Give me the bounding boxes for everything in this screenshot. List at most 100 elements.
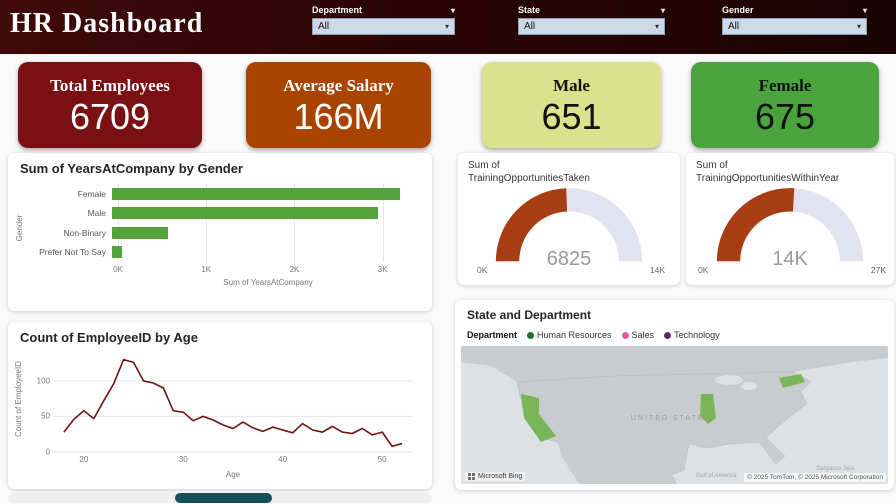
x-tick-label: 20 [79, 455, 89, 464]
bar-grid [118, 184, 418, 262]
filter-state-value: All [524, 21, 536, 32]
kpi-value: 166M [293, 95, 384, 137]
horizontal-scrollbar-track[interactable] [8, 493, 432, 503]
usa-map: UNITED STATES Gulf of America Sargasso S… [461, 346, 888, 484]
gauge-max-label: 14K [649, 265, 665, 275]
map-label-gulf: Gulf of America [695, 473, 737, 479]
x-tick-label: 3K [377, 265, 388, 274]
kpi-label: Average Salary [283, 75, 394, 95]
line-series[interactable] [63, 358, 403, 448]
category-label: Prefer Not To Say [39, 247, 106, 258]
gauge-value: 14K [772, 248, 808, 270]
bar-row: Non-Binary [20, 223, 418, 243]
filter-department-dropdown[interactable]: All ▾ [312, 18, 455, 35]
bar-chart-title: Sum of YearsAtCompany by Gender [20, 161, 243, 176]
chevron-down-icon: ▾ [856, 22, 861, 31]
kpi-male-count[interactable]: Male 651 [482, 62, 661, 148]
map-canada [461, 346, 888, 382]
gridline [382, 184, 384, 262]
x-tick-label: 30 [178, 455, 188, 464]
bar-chart-panel: Sum of YearsAtCompany by Gender Female Ma… [8, 153, 432, 311]
gauge-fill-arc [716, 188, 864, 262]
map-attribution-left: Microsoft Bing [465, 472, 526, 481]
gridline [206, 184, 208, 262]
bar-xticks: 0K 1K 2K 3K [113, 265, 418, 275]
map-state-illinois[interactable] [700, 394, 716, 424]
gauge-training-taken-panel: Sum of TrainingOpportunitiesTaken 6825 0… [458, 153, 680, 285]
kpi-label: Female [758, 75, 812, 95]
gauge-training-taken[interactable]: 6825 0K 14K [471, 185, 667, 277]
gauge-arc [716, 188, 864, 262]
chevron-down-icon: ▾ [444, 22, 449, 31]
bar-y-axis-label: Gender [15, 214, 24, 242]
map-label-sargasso-sea: Sargasso Sea [816, 466, 854, 472]
map-state-california[interactable] [521, 394, 556, 442]
app-title: HR Dashboard [10, 8, 204, 39]
gauge-arc [495, 188, 643, 262]
filter-gender: Gender ▾ All ▾ [722, 5, 867, 35]
kpi-female-count[interactable]: Female 675 [691, 62, 879, 148]
bar-row: Prefer Not To Say [20, 243, 418, 263]
gauge-fill-arc [495, 188, 643, 262]
x-tick-label: 50 [377, 455, 387, 464]
kpi-label: Total Employees [50, 75, 170, 95]
map-great-lakes [715, 375, 743, 385]
chevron-down-icon: ▾ [660, 5, 665, 15]
map-label-united-states: UNITED STATES [631, 415, 711, 422]
bar-track [112, 187, 418, 200]
y-tick-label: 0 [45, 447, 50, 457]
legend-label: Human Resources [537, 330, 612, 340]
line-x-axis-label: Age [225, 470, 241, 479]
filter-state-label: State [518, 5, 541, 15]
kpi-average-salary[interactable]: Average Salary 166M [246, 62, 431, 148]
legend-dot-human-resources [527, 331, 535, 339]
bing-logo-icon [468, 473, 475, 480]
bar-track [112, 226, 418, 239]
line-svg [54, 358, 412, 453]
bar-row: Male [20, 204, 418, 224]
legend-title: Department [467, 330, 518, 340]
filter-department-value: All [318, 21, 330, 32]
filter-state-dropdown[interactable]: All ▾ [518, 18, 665, 35]
x-tick-label: 0K [113, 265, 123, 274]
y-tick-label: 100 [36, 376, 50, 386]
bar-female[interactable] [112, 187, 400, 200]
map-state-new-york[interactable] [779, 374, 805, 388]
x-tick-label: 40 [278, 455, 288, 464]
legend-dot-sales [621, 331, 629, 339]
filter-department-label: Department [312, 5, 363, 15]
bar-non-binary[interactable] [112, 226, 168, 239]
chevron-down-icon: ▾ [862, 5, 867, 15]
horizontal-scrollbar-thumb[interactable] [175, 493, 272, 503]
line-plot: 0 50 100 20 30 40 50 [37, 356, 412, 464]
gauge-max-label: 27K [870, 265, 886, 275]
bar-rows: Female Male Non-Binary Prefer Not To Say [20, 184, 418, 262]
x-tick-label: 1K [201, 265, 212, 274]
legend-item-technology[interactable]: Technology [664, 330, 720, 340]
kpi-value: 675 [754, 95, 816, 137]
gauge-training-within-year[interactable]: 14K 0K 27K [692, 185, 888, 277]
kpi-total-employees[interactable]: Total Employees 6709 [18, 62, 202, 148]
chevron-down-icon: ▾ [654, 22, 659, 31]
map-canvas[interactable]: UNITED STATES Gulf of America Sargasso S… [461, 346, 888, 484]
bar-plot: Female Male Non-Binary Prefer Not To Say 0K… [20, 184, 418, 302]
line-y-axis-label: Count of EmployeeID [14, 360, 23, 438]
kpi-label: Male [553, 75, 590, 95]
bar-male[interactable] [112, 207, 378, 220]
bar-prefer-not-to-say[interactable] [112, 246, 122, 259]
chevron-down-icon: ▾ [450, 5, 455, 15]
legend-label: Sales [631, 330, 655, 340]
category-label: Female [77, 188, 106, 199]
line-chart-panel: Count of EmployeeID by Age 0 50 100 20 30 40 5… [8, 322, 432, 489]
bar-track [112, 246, 418, 259]
kpi-value: 6709 [69, 95, 151, 137]
bar-x-axis-label: Sum of YearsAtCompany [223, 278, 313, 287]
filter-gender-label: Gender [722, 5, 754, 15]
legend-item-human-resources[interactable]: Human Resources [527, 330, 612, 340]
map-attribution-left-text: Microsoft Bing [478, 473, 523, 480]
kpi-value: 651 [541, 95, 602, 137]
filter-gender-dropdown[interactable]: All ▾ [722, 18, 867, 35]
legend-item-sales[interactable]: Sales [621, 330, 655, 340]
map-panel: State and Department Department Human Re… [455, 300, 894, 490]
bar-track [112, 207, 418, 220]
